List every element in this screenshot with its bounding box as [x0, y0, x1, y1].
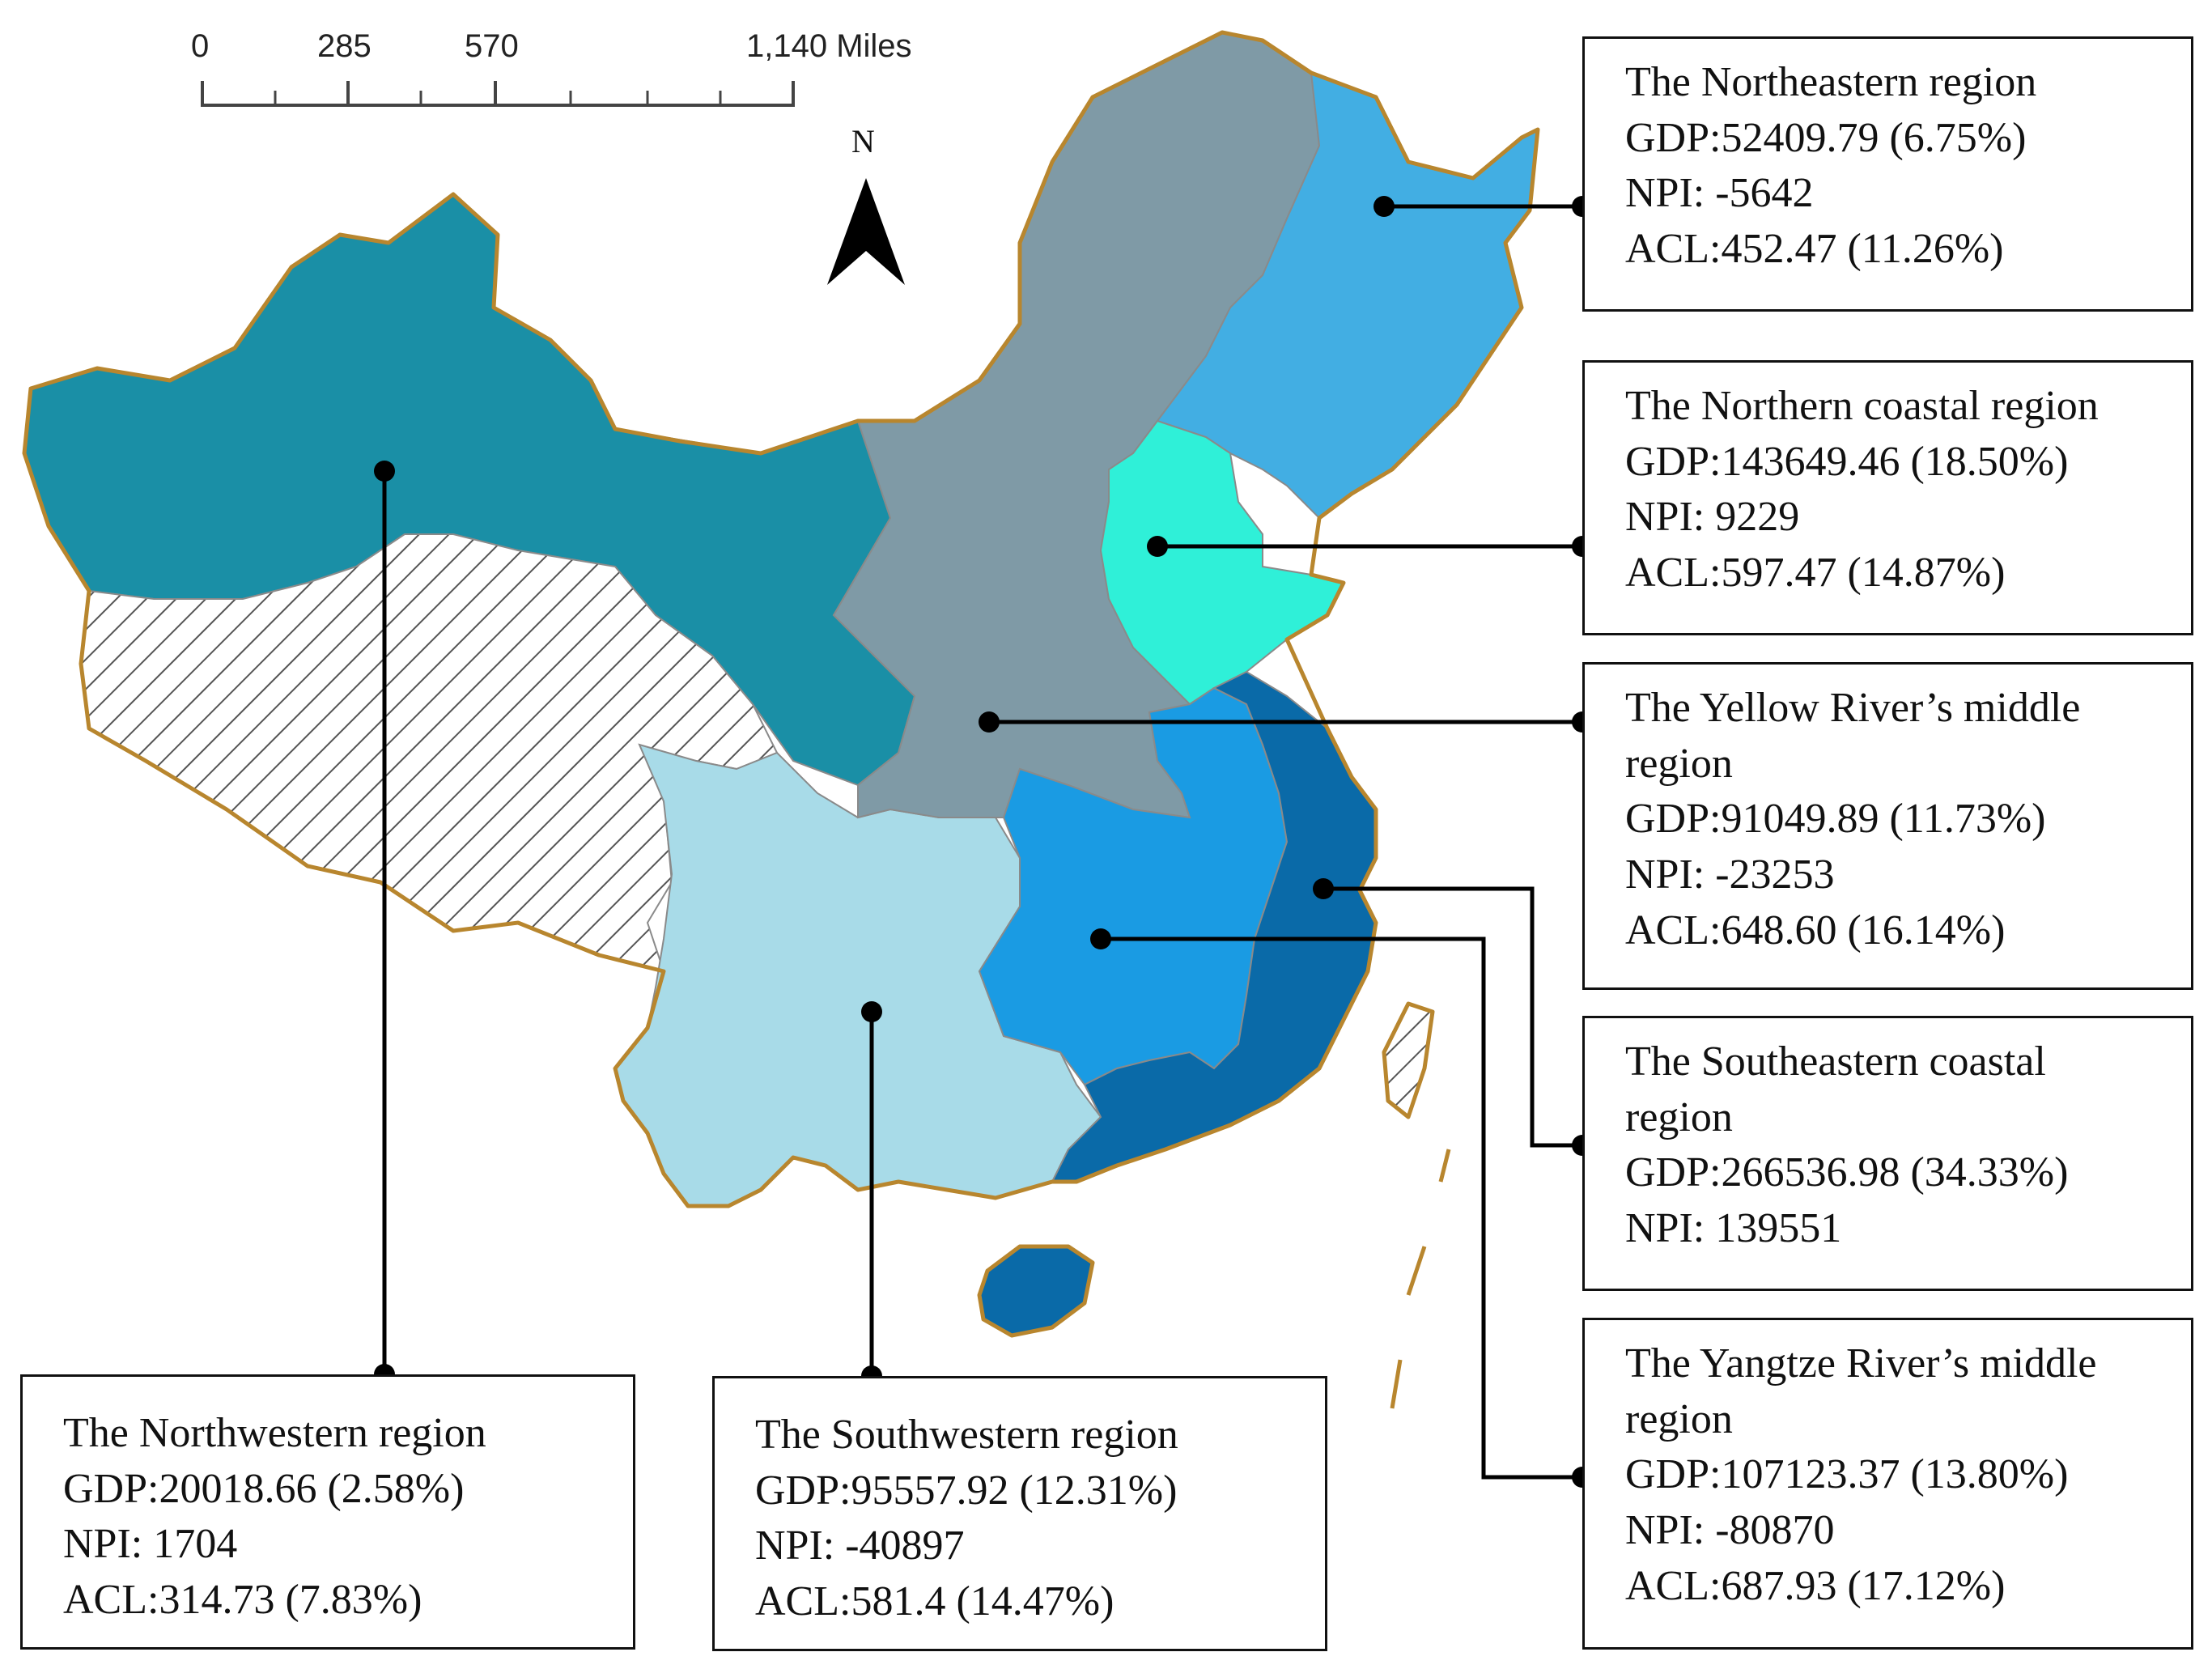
scale-tick-1140-miles: 1,140 Miles: [746, 28, 912, 64]
label-npi: NPI: 139551: [1625, 1204, 1842, 1251]
label-title: The Southeastern coastal region: [1625, 1038, 2046, 1140]
label-title: The Yellow River’s middle region: [1625, 685, 2081, 787]
north-arrow-icon: [827, 178, 905, 285]
label-gdp: GDP:107123.37 (13.80%): [1625, 1451, 2069, 1498]
dot-yellow-river-anchor: [979, 711, 1000, 733]
label-box-southwestern: The Southwestern region GDP:95557.92 (12…: [712, 1376, 1327, 1651]
label-box-southeastern-coastal: The Southeastern coastal region GDP:2665…: [1582, 1016, 2193, 1291]
label-title: The Southwestern region: [755, 1412, 1178, 1458]
label-gdp: GDP:95557.92 (12.31%): [755, 1467, 1178, 1514]
dot-southeastern-anchor: [1313, 878, 1334, 899]
leader-southeastern-coastal: [1323, 886, 1582, 1148]
label-gdp: GDP:52409.79 (6.75%): [1625, 114, 2027, 161]
scale-bar: 0 285 570 1,140 Miles: [191, 28, 912, 107]
label-gdp: GDP:20018.66 (2.58%): [63, 1465, 465, 1512]
coastline-hainan: [977, 1244, 1095, 1338]
north-arrow: N: [827, 123, 905, 285]
label-acl: ACL:648.60 (16.14%): [1625, 907, 2006, 953]
label-npi: NPI: 1704: [63, 1521, 238, 1568]
label-npi: NPI: -40897: [755, 1522, 965, 1569]
region-shapes: [22, 30, 1540, 1409]
label-npi: NPI: 9229: [1625, 494, 1800, 541]
dot-northeastern-anchor: [1373, 196, 1395, 217]
label-acl: ACL:314.73 (7.83%): [63, 1576, 422, 1623]
leader-yangtze-river-middle: [1101, 936, 1582, 1480]
nine-dash-line: [1390, 1149, 1451, 1409]
label-box-yellow-river-middle: The Yellow River’s middle region GDP:910…: [1582, 662, 2193, 990]
label-title: The Northern coastal region: [1625, 383, 2099, 429]
label-box-northern-coastal: The Northern coastal region GDP:143649.4…: [1582, 360, 2193, 635]
label-box-northwestern: The Northwestern region GDP:20018.66 (2.…: [20, 1374, 635, 1650]
label-gdp: GDP:91049.89 (11.73%): [1625, 796, 2046, 843]
scale-tick-570: 570: [465, 28, 519, 64]
north-label: N: [851, 123, 875, 159]
label-box-northeastern: The Northeastern region GDP:52409.79 (6.…: [1582, 36, 2193, 312]
label-acl: ACL:581.4 (14.47%): [755, 1578, 1114, 1624]
region-hainan-island: [978, 1246, 1094, 1337]
scale-tick-285: 285: [317, 28, 371, 64]
label-npi: NPI: -5642: [1625, 170, 1814, 217]
label-acl: ACL:687.93 (17.12%): [1625, 1562, 2006, 1609]
label-title: The Northeastern region: [1625, 59, 2037, 105]
label-acl: ACL:452.47 (11.26%): [1625, 225, 2004, 272]
label-gdp: GDP:266536.98 (34.33%): [1625, 1149, 2069, 1196]
coastline: [22, 30, 1540, 1208]
label-npi: NPI: -23253: [1625, 851, 1835, 898]
label-npi: NPI: -80870: [1625, 1506, 1835, 1553]
coastline-taiwan: [1382, 1001, 1435, 1119]
dot-yangtze-anchor: [1090, 928, 1111, 949]
dot-northwestern-anchor: [374, 461, 395, 482]
label-title: The Yangtze River’s middle region: [1625, 1340, 2097, 1442]
label-box-yangtze-river-middle: The Yangtze River’s middle region GDP:10…: [1582, 1318, 2193, 1650]
dot-southwestern-anchor: [861, 1001, 882, 1022]
scale-tick-0: 0: [191, 28, 209, 64]
dot-northern-coastal-anchor: [1147, 536, 1168, 557]
label-title: The Northwestern region: [63, 1410, 486, 1456]
label-acl: ACL:597.47 (14.87%): [1625, 549, 2006, 596]
label-gdp: GDP:143649.46 (18.50%): [1625, 438, 2069, 485]
